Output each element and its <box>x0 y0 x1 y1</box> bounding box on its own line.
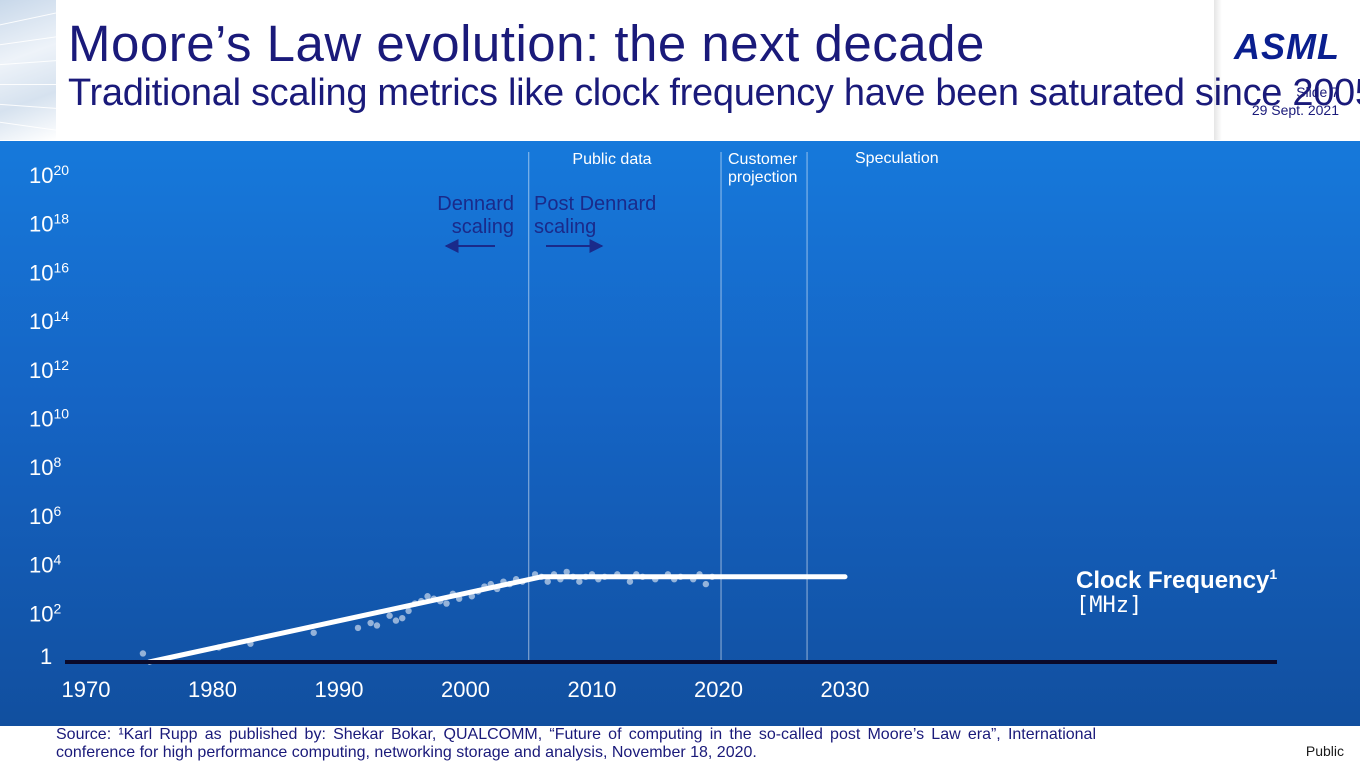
source-citation: Source: ¹Karl Rupp as published by: Shek… <box>56 726 1096 761</box>
header-decoration <box>0 0 56 140</box>
data-point <box>310 629 317 636</box>
y-tick-label: 108 <box>29 454 61 480</box>
y-tick-label: 1018 <box>29 211 69 237</box>
series-unit: [MHz] <box>1076 593 1142 618</box>
slide-subtitle: Traditional scaling metrics like clock f… <box>68 72 1360 114</box>
y-tick-label: 1014 <box>29 308 69 334</box>
chart-panel: Public data Customer projection Speculat… <box>0 141 1360 726</box>
label-customer-projection-line1: Customer <box>728 151 798 168</box>
y-tick-label: 1 <box>40 644 52 669</box>
data-point <box>424 593 431 600</box>
classification-label: Public <box>1305 743 1344 759</box>
x-tick-label: 2010 <box>568 677 617 702</box>
series-label-name: Clock Frequency <box>1076 567 1270 594</box>
label-customer-projection-line2: projection <box>728 169 797 186</box>
y-tick-base: 10 <box>29 358 53 383</box>
slide-title: Moore’s Law evolution: the next decade <box>68 15 985 72</box>
x-tick-label: 1980 <box>188 677 237 702</box>
y-tick-exponent: 10 <box>53 406 69 422</box>
y-tick-base: 10 <box>29 260 53 285</box>
slide-footer: Source: ¹Karl Rupp as published by: Shek… <box>0 726 1360 765</box>
x-tick-label: 2030 <box>821 677 870 702</box>
x-tick-label: 1990 <box>315 677 364 702</box>
y-tick-label: 1016 <box>29 259 69 285</box>
x-tick-label: 2000 <box>441 677 490 702</box>
y-tick-exponent: 2 <box>53 600 61 616</box>
data-point <box>576 578 583 585</box>
series-label: Clock Frequency1 <box>1076 566 1277 594</box>
y-tick-exponent: 14 <box>53 308 69 324</box>
y-tick-base: 10 <box>29 601 53 626</box>
y-tick-exponent: 4 <box>53 552 61 568</box>
data-point <box>386 612 393 619</box>
y-tick-base: 10 <box>29 407 53 432</box>
y-tick-exponent: 16 <box>53 259 69 275</box>
data-point <box>405 607 412 615</box>
y-tick-label: 106 <box>29 503 61 529</box>
y-tick-label: 1012 <box>29 357 69 383</box>
data-point <box>563 568 570 576</box>
annotation-dennard-line1: Dennard <box>437 193 514 215</box>
y-tick-base: 1 <box>40 644 52 669</box>
y-tick-label: 1010 <box>29 406 69 432</box>
data-point <box>367 619 374 627</box>
data-point <box>139 650 147 657</box>
annotation-post-dennard-line2: scaling <box>534 216 596 238</box>
slide-number: Slide 7 <box>1296 84 1339 100</box>
clock-frequency-chart: Public data Customer projection Speculat… <box>29 150 1277 702</box>
annotation-dennard-line2: scaling <box>452 216 514 238</box>
y-tick-exponent: 12 <box>53 357 69 373</box>
y-tick-exponent: 20 <box>53 162 69 178</box>
data-point <box>392 617 400 624</box>
y-tick-label: 1020 <box>29 162 69 188</box>
x-tick-label: 1970 <box>62 677 111 702</box>
x-axis-ticks: 1970 1980 1990 2000 2010 2020 2030 <box>62 677 870 702</box>
data-point <box>544 578 551 585</box>
slide-header: Moore’s Law evolution: the next decade T… <box>0 0 1360 140</box>
annotation-post-dennard-line1: Post Dennard <box>534 193 656 215</box>
x-tick-label: 2020 <box>694 677 743 702</box>
header-shadow <box>1214 0 1222 140</box>
asml-logo: ASML <box>1234 26 1340 67</box>
slide-date: 29 Sept. 2021 <box>1251 102 1339 118</box>
data-point <box>626 578 634 585</box>
y-tick-base: 10 <box>29 163 53 188</box>
data-point <box>443 600 450 607</box>
y-tick-base: 10 <box>29 455 53 480</box>
y-tick-base: 10 <box>29 309 53 334</box>
label-speculation: Speculation <box>855 150 939 167</box>
data-point <box>373 622 381 629</box>
label-public-data: Public data <box>572 151 651 168</box>
y-tick-base: 10 <box>29 504 53 529</box>
y-tick-exponent: 8 <box>53 454 61 470</box>
series-label-footnote: 1 <box>1269 566 1277 582</box>
data-point <box>354 624 362 632</box>
y-tick-exponent: 6 <box>53 503 61 519</box>
data-point <box>399 614 406 622</box>
data-point <box>702 580 710 588</box>
y-tick-base: 10 <box>29 553 53 578</box>
y-tick-base: 10 <box>29 212 53 237</box>
y-tick-exponent: 18 <box>53 211 69 227</box>
clock-frequency-trend-line <box>146 574 848 665</box>
y-tick-label: 102 <box>29 600 61 626</box>
y-tick-label: 104 <box>29 552 61 578</box>
